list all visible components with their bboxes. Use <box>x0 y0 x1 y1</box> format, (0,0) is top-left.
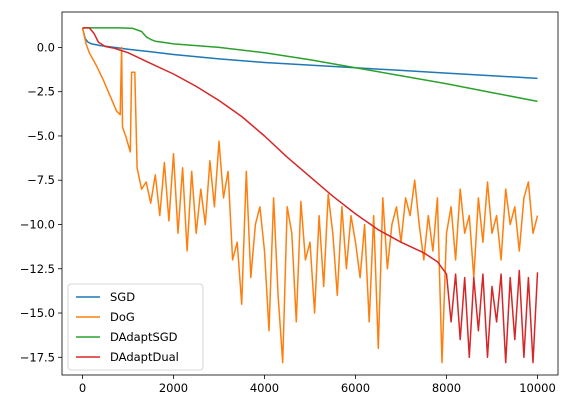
y-tick-label: −5.0 <box>27 129 55 143</box>
series-layer <box>81 27 539 364</box>
series-line-dadaptdual <box>82 27 539 364</box>
y-tick-label: −2.5 <box>27 85 55 99</box>
x-tick-label: 0 <box>79 381 86 395</box>
legend-label-sgd: SGD <box>110 290 135 304</box>
legend: SGD DoG DAdaptSGD DAdaptDual <box>67 283 204 371</box>
legend-box <box>67 283 204 371</box>
legend-label-dog: DoG <box>110 310 135 324</box>
axes-frame <box>61 11 559 376</box>
y-tick-label: −17.5 <box>20 350 55 364</box>
legend-label-dadaptdual: DAdaptDual <box>110 350 179 364</box>
y-axis: 0.0 −2.5 −5.0 −7.5 −10.0 −12.5 −15.0 −17.5 <box>20 40 62 364</box>
legend-label-dadaptsgd: DAdaptSGD <box>110 330 178 344</box>
x-tick-label: 10000 <box>519 381 556 395</box>
series-line-dog <box>81 27 539 364</box>
x-tick-label: 6000 <box>341 381 370 395</box>
x-tick-label: 8000 <box>432 381 461 395</box>
x-tick-label: 2000 <box>159 381 188 395</box>
y-tick-label: −15.0 <box>20 306 55 320</box>
y-tick-label: −10.0 <box>20 217 55 231</box>
x-axis: 0 2000 4000 6000 8000 10000 <box>79 375 556 395</box>
y-tick-label: −7.5 <box>27 173 55 187</box>
y-tick-label: 0.0 <box>37 40 55 54</box>
series-line-sgd <box>81 27 538 80</box>
y-tick-label: −12.5 <box>20 262 55 276</box>
series-line-dadaptsgd <box>82 27 538 103</box>
x-tick-label: 4000 <box>250 381 279 395</box>
